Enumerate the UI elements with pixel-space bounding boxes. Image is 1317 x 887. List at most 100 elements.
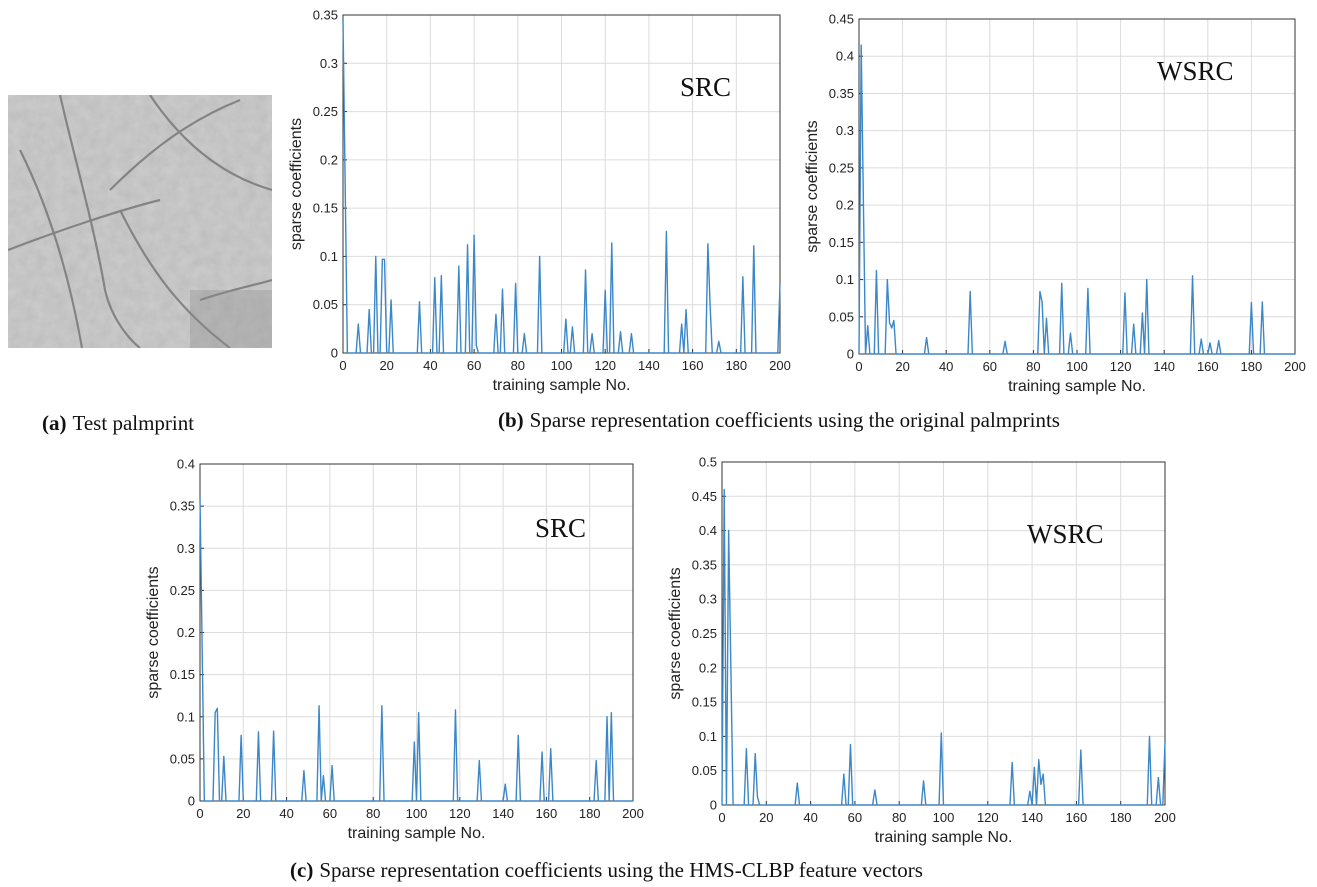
caption-text: Test palmprint xyxy=(73,411,195,435)
x-tick-label: 20 xyxy=(895,359,909,374)
x-tick-label: 60 xyxy=(323,806,337,821)
x-tick-label: 100 xyxy=(1066,359,1088,374)
y-tick-label: 0.05 xyxy=(829,309,854,324)
y-tick-label: 0.15 xyxy=(170,667,195,682)
y-tick-label: 0.1 xyxy=(836,272,854,287)
x-tick-label: 20 xyxy=(236,806,250,821)
x-tick-label: 200 xyxy=(1154,810,1176,825)
x-tick-label: 200 xyxy=(769,358,791,373)
y-tick-label: 0.15 xyxy=(313,201,338,216)
y-tick-label: 0.35 xyxy=(829,86,854,101)
caption-label: (c) xyxy=(290,858,313,882)
y-tick-label: 0.2 xyxy=(699,660,717,675)
x-tick-label: 160 xyxy=(1197,359,1219,374)
data-line xyxy=(199,497,633,802)
x-tick-label: 200 xyxy=(1284,359,1306,374)
caption: (c) Sparse representation coefficients us… xyxy=(290,858,923,882)
annotation: WSRC xyxy=(1027,519,1104,549)
caption-text: Sparse representation coefficients using… xyxy=(319,858,923,882)
y-tick-label: 0.15 xyxy=(692,695,717,710)
y-tick-label: 0.4 xyxy=(836,49,854,64)
caption: (b) Sparse representation coefficients us… xyxy=(498,408,1060,432)
y-tick-label: 0.35 xyxy=(692,557,717,572)
x-tick-label: 40 xyxy=(423,358,437,373)
y-tick-label: 0 xyxy=(188,794,195,809)
y-tick-label: 0.4 xyxy=(699,523,717,538)
caption-label: (b) xyxy=(498,408,524,432)
x-tick-label: 160 xyxy=(536,806,558,821)
y-tick-label: 0.1 xyxy=(320,249,338,264)
x-tick-label: 80 xyxy=(366,806,380,821)
x-tick-label: 40 xyxy=(803,810,817,825)
x-tick-label: 80 xyxy=(511,358,525,373)
x-tick-label: 20 xyxy=(759,810,773,825)
y-tick-label: 0.4 xyxy=(177,457,195,472)
caption: (a) Test palmprint xyxy=(42,411,194,435)
y-axis-label: sparse coefficients xyxy=(145,566,162,698)
x-tick-label: 180 xyxy=(1241,359,1263,374)
y-tick-label: 0.25 xyxy=(313,104,338,119)
x-axis-label: training sample No. xyxy=(348,825,486,842)
y-axis-label: sparse coefficients xyxy=(288,118,305,250)
x-tick-label: 0 xyxy=(855,359,862,374)
annotation: SRC xyxy=(680,72,731,102)
x-tick-label: 180 xyxy=(579,806,601,821)
annotation: SRC xyxy=(535,513,586,543)
y-tick-label: 0.05 xyxy=(692,763,717,778)
y-tick-label: 0.35 xyxy=(170,499,195,514)
y-tick-label: 0.3 xyxy=(320,56,338,71)
x-tick-label: 0 xyxy=(196,806,203,821)
y-tick-label: 0.45 xyxy=(829,12,854,27)
y-axis-label: sparse coefficients xyxy=(804,120,821,252)
x-tick-label: 140 xyxy=(1021,810,1043,825)
y-tick-label: 0.1 xyxy=(177,709,195,724)
y-tick-label: 0.2 xyxy=(177,625,195,640)
x-tick-label: 0 xyxy=(718,810,725,825)
x-tick-label: 140 xyxy=(492,806,514,821)
caption-label: (a) xyxy=(42,411,67,435)
y-tick-label: 0.25 xyxy=(692,626,717,641)
annotation: WSRC xyxy=(1157,56,1234,86)
y-tick-label: 0.05 xyxy=(170,751,195,766)
y-tick-label: 0 xyxy=(847,347,854,362)
x-tick-label: 60 xyxy=(983,359,997,374)
x-tick-label: 100 xyxy=(933,810,955,825)
data-line xyxy=(858,44,1295,355)
y-axis-label: sparse coefficients xyxy=(667,567,684,699)
y-tick-label: 0.3 xyxy=(836,123,854,138)
y-tick-label: 0.2 xyxy=(320,152,338,167)
y-tick-label: 0.2 xyxy=(836,198,854,213)
x-tick-label: 20 xyxy=(379,358,393,373)
palmprint-image xyxy=(8,95,272,348)
x-tick-label: 200 xyxy=(622,806,644,821)
y-tick-label: 0.45 xyxy=(692,489,717,504)
x-tick-label: 40 xyxy=(939,359,953,374)
x-tick-label: 100 xyxy=(406,806,428,821)
data-line xyxy=(342,19,781,354)
y-tick-label: 0 xyxy=(331,346,338,361)
y-tick-label: 0.35 xyxy=(313,8,338,23)
y-tick-label: 0.1 xyxy=(699,729,717,744)
y-tick-label: 0 xyxy=(710,798,717,813)
data-line xyxy=(721,488,1166,806)
x-tick-label: 140 xyxy=(638,358,660,373)
x-tick-label: 180 xyxy=(725,358,747,373)
x-tick-label: 120 xyxy=(1110,359,1132,374)
y-tick-label: 0.3 xyxy=(699,592,717,607)
x-axis-label: training sample No. xyxy=(493,377,631,394)
x-tick-label: 100 xyxy=(551,358,573,373)
x-tick-label: 80 xyxy=(1026,359,1040,374)
x-tick-label: 60 xyxy=(467,358,481,373)
y-tick-label: 0.25 xyxy=(170,583,195,598)
y-tick-label: 0.25 xyxy=(829,160,854,175)
x-tick-label: 120 xyxy=(449,806,471,821)
x-axis-label: training sample No. xyxy=(875,829,1013,846)
x-tick-label: 120 xyxy=(594,358,616,373)
caption-text: Sparse representation coefficients using… xyxy=(530,408,1060,432)
x-tick-label: 180 xyxy=(1110,810,1132,825)
x-axis-label: training sample No. xyxy=(1008,378,1146,395)
x-tick-label: 80 xyxy=(892,810,906,825)
y-tick-label: 0.3 xyxy=(177,541,195,556)
